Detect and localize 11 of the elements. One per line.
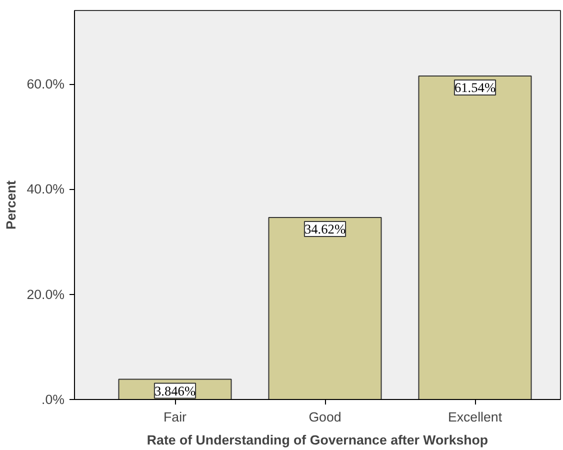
x-tick-label: Excellent <box>448 410 502 424</box>
y-axis-title: Percent <box>4 180 19 230</box>
bar <box>268 217 382 400</box>
y-tick-label: 20.0% <box>26 286 65 302</box>
y-tick-label: 40.0% <box>26 182 65 197</box>
bar <box>418 76 532 400</box>
x-axis-title: Rate of Understanding of Governance after Workshop <box>146 432 488 448</box>
x-tick-label: Fair <box>164 410 188 424</box>
x-tick-label: Good <box>308 410 342 424</box>
y-tick-label: .0% <box>42 392 65 407</box>
y-tick-label: 60.0% <box>26 76 65 92</box>
